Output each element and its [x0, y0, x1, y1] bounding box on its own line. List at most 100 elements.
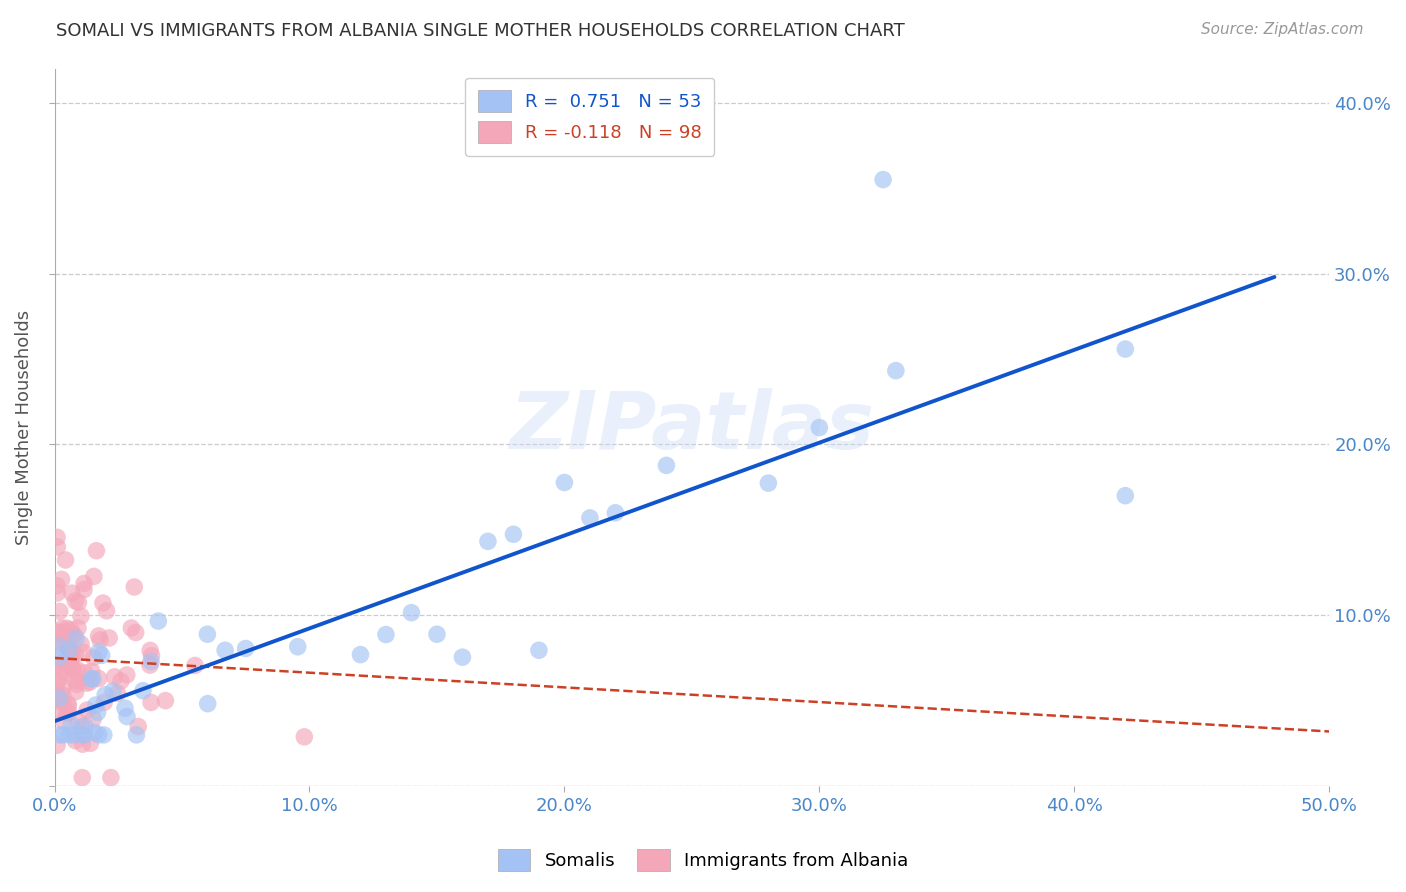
- Point: [197, 697, 219, 711]
- Point: [884, 364, 907, 378]
- Point: [48, 604, 70, 618]
- Point: [63, 628, 86, 642]
- Point: [80, 672, 103, 686]
- Point: [132, 683, 155, 698]
- Point: [83, 650, 105, 665]
- Point: [48, 650, 70, 665]
- Point: [46, 624, 69, 639]
- Point: [477, 534, 499, 549]
- Point: [55, 706, 77, 720]
- Legend: Somalis, Immigrants from Albania: Somalis, Immigrants from Albania: [491, 842, 915, 879]
- Point: [58, 699, 80, 714]
- Point: [66, 662, 89, 676]
- Point: [73, 728, 96, 742]
- Point: [100, 771, 122, 785]
- Point: [56, 626, 79, 640]
- Point: [75, 719, 97, 733]
- Point: [65, 684, 87, 698]
- Point: [59, 658, 82, 673]
- Point: [197, 627, 219, 641]
- Point: [82, 712, 104, 726]
- Point: [86, 543, 108, 558]
- Point: [63, 728, 86, 742]
- Point: [139, 643, 162, 657]
- Point: [122, 580, 145, 594]
- Point: [52, 728, 75, 742]
- Point: [65, 733, 87, 747]
- Point: [401, 606, 423, 620]
- Point: [73, 665, 96, 680]
- Point: [67, 621, 90, 635]
- Point: [103, 670, 125, 684]
- Point: [87, 645, 110, 659]
- Point: [60, 648, 83, 663]
- Point: [120, 621, 142, 635]
- Point: [527, 643, 550, 657]
- Point: [292, 730, 315, 744]
- Point: [451, 650, 474, 665]
- Point: [60, 648, 83, 663]
- Point: [46, 579, 69, 593]
- Point: [51, 621, 73, 635]
- Point: [101, 684, 124, 698]
- Point: [125, 625, 148, 640]
- Point: [127, 719, 149, 733]
- Point: [83, 725, 105, 739]
- Point: [46, 586, 69, 600]
- Point: [73, 576, 96, 591]
- Point: [90, 648, 112, 663]
- Point: [48, 691, 70, 706]
- Point: [1114, 342, 1136, 356]
- Point: [66, 714, 89, 728]
- Point: [51, 572, 73, 586]
- Point: [89, 632, 111, 647]
- Point: [98, 631, 121, 645]
- Point: [808, 420, 831, 434]
- Point: [139, 655, 162, 669]
- Point: [66, 677, 89, 691]
- Point: [107, 686, 129, 700]
- Text: ZIPatlas: ZIPatlas: [509, 388, 875, 467]
- Point: [96, 604, 118, 618]
- Point: [72, 645, 94, 659]
- Point: [91, 596, 114, 610]
- Point: [62, 662, 84, 676]
- Point: [139, 695, 162, 709]
- Point: [52, 714, 75, 728]
- Point: [46, 540, 69, 554]
- Point: [46, 675, 69, 690]
- Point: [48, 625, 70, 640]
- Point: [60, 586, 83, 600]
- Point: [502, 527, 524, 541]
- Point: [872, 172, 894, 186]
- Text: SOMALI VS IMMIGRANTS FROM ALBANIA SINGLE MOTHER HOUSEHOLDS CORRELATION CHART: SOMALI VS IMMIGRANTS FROM ALBANIA SINGLE…: [56, 22, 905, 40]
- Legend: R =  0.751   N = 53, R = -0.118   N = 98: R = 0.751 N = 53, R = -0.118 N = 98: [465, 78, 714, 156]
- Point: [73, 582, 96, 597]
- Point: [60, 623, 83, 637]
- Point: [579, 511, 602, 525]
- Point: [56, 697, 79, 711]
- Point: [58, 638, 80, 652]
- Point: [148, 614, 170, 628]
- Point: [70, 720, 93, 734]
- Point: [114, 701, 136, 715]
- Point: [86, 706, 108, 720]
- Point: [87, 672, 110, 686]
- Point: [70, 609, 93, 624]
- Point: [67, 674, 90, 689]
- Point: [49, 666, 72, 681]
- Point: [214, 643, 236, 657]
- Point: [46, 688, 69, 702]
- Point: [55, 665, 77, 680]
- Point: [115, 709, 138, 723]
- Point: [125, 728, 148, 742]
- Point: [49, 705, 72, 719]
- Point: [1114, 489, 1136, 503]
- Point: [56, 621, 79, 635]
- Point: [155, 693, 177, 707]
- Point: [59, 654, 82, 668]
- Point: [52, 688, 75, 702]
- Point: [141, 648, 163, 663]
- Point: [235, 641, 257, 656]
- Text: Source: ZipAtlas.com: Source: ZipAtlas.com: [1201, 22, 1364, 37]
